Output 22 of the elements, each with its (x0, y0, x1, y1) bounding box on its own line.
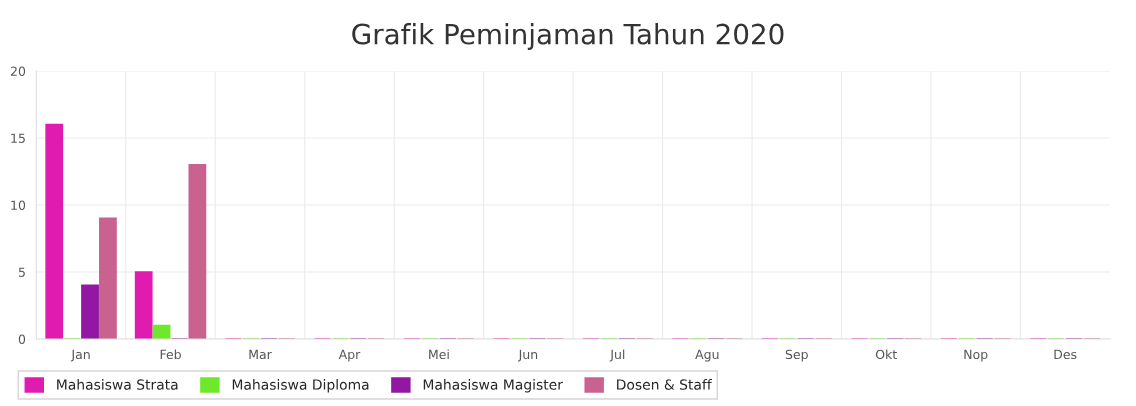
y-tick-label: 20 (10, 66, 26, 76)
x-tick-label: Okt (875, 349, 897, 360)
chart-title: Grafik Peminjaman Tahun 2020 (352, 23, 784, 50)
x-tick-label: Nop (964, 349, 988, 362)
y-tick-label: 5 (18, 267, 25, 277)
x-tick-label: Jun (517, 349, 538, 362)
y-tick-label: 10 (11, 200, 26, 210)
legend-label: Mahasiswa Strata (57, 379, 178, 390)
x-tick-label: Mar (249, 349, 272, 360)
legend-label: Mahasiswa Magister (423, 379, 563, 393)
x-tick-label: Jul (609, 349, 625, 362)
x-tick-label: Sep (785, 349, 808, 362)
x-tick-label: Feb (160, 349, 181, 360)
legend-label: Dosen & Staff (617, 379, 712, 390)
x-tick-label: Agu (695, 349, 719, 362)
legend-label: Mahasiswa Diploma (232, 379, 369, 393)
y-tick-label: 15 (11, 133, 25, 143)
x-tick-label: Mei (429, 349, 449, 360)
x-tick-label: Des (1054, 349, 1077, 360)
x-tick-label: Jan (70, 349, 90, 362)
y-tick-label: 0 (18, 334, 26, 344)
x-tick-label: Apr (338, 349, 361, 362)
